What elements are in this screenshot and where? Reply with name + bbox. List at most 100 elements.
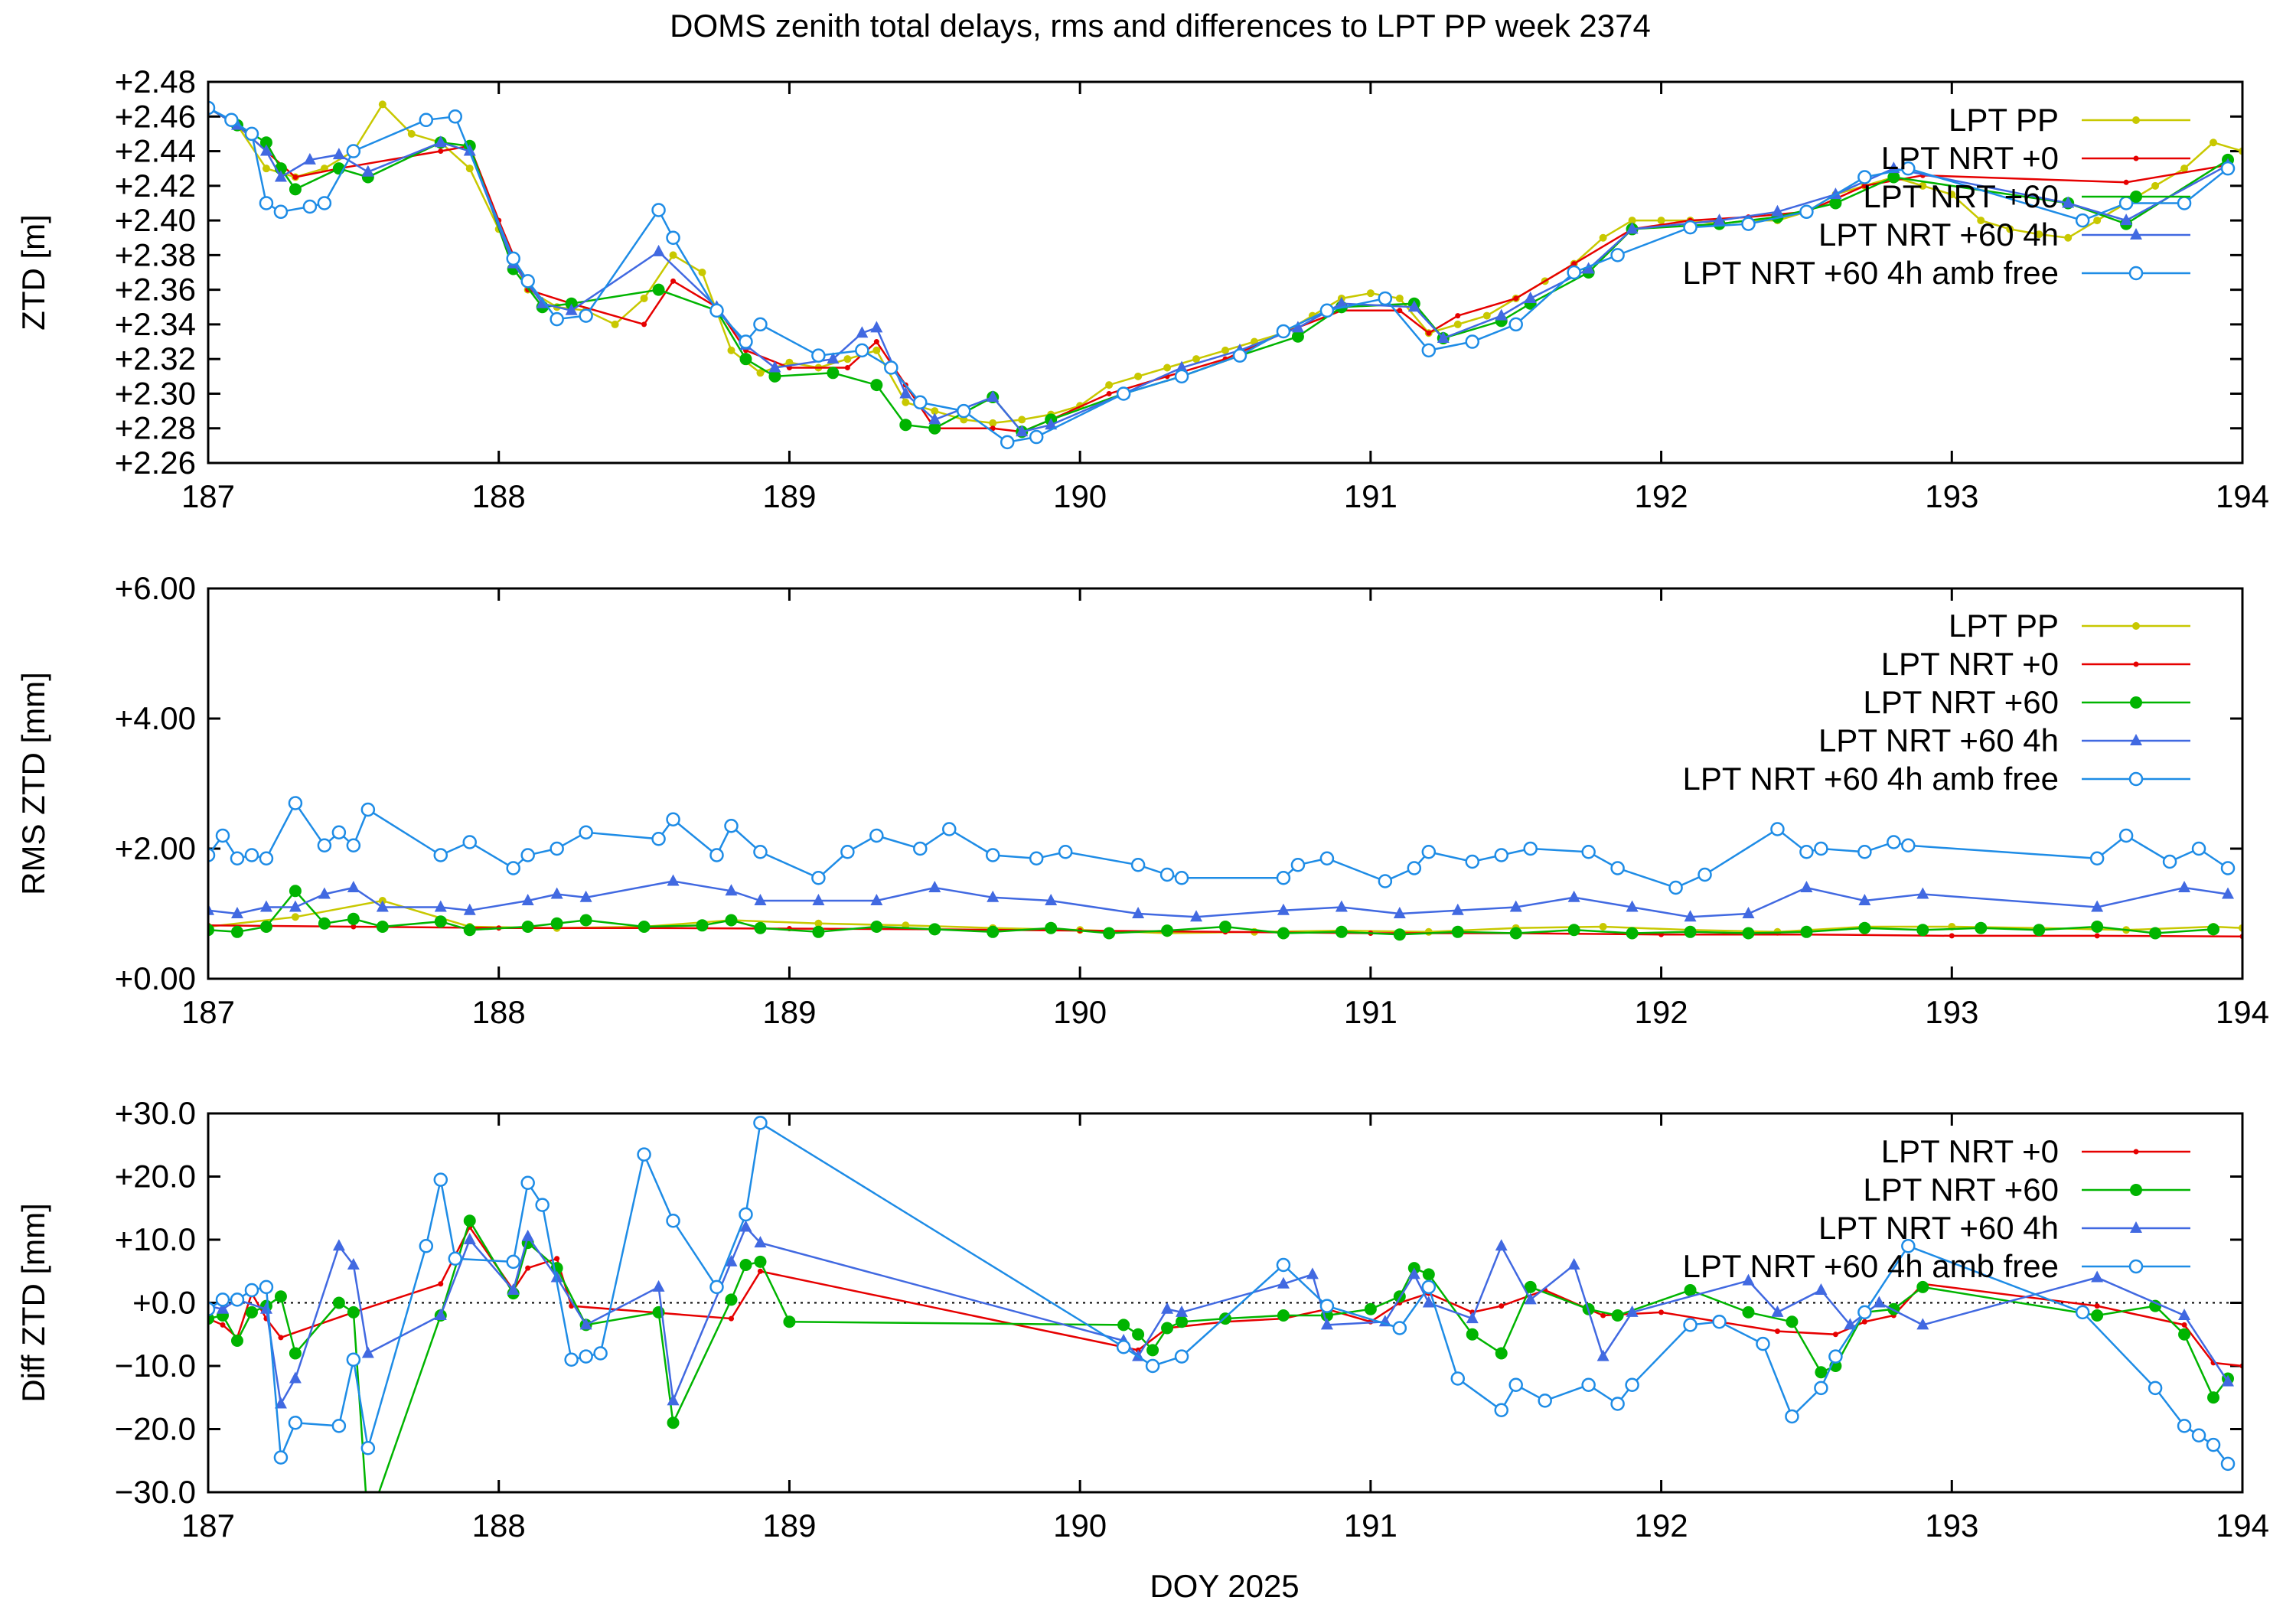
point-lpt-nrt-60-4h-amb-free <box>433 848 448 862</box>
point-lpt-nrt-60-4h-amb-free <box>1610 1397 1625 1411</box>
point-lpt-pp <box>1599 923 1607 931</box>
point-lpt-nrt-0 <box>873 339 879 345</box>
point-lpt-pp <box>407 129 416 138</box>
point-lpt-nrt-60-4h-amb-free <box>1319 1299 1335 1313</box>
legend-marker <box>2128 266 2144 281</box>
point-lpt-nrt-60-4h <box>1045 418 1058 430</box>
series-line-lpt-nrt-60-4h-amb-free <box>208 801 2229 889</box>
point-lpt-nrt-60-4h-amb-free <box>506 1254 520 1270</box>
point-lpt-nrt-60-4h-amb-free <box>739 334 753 349</box>
point-lpt-nrt-0 <box>1658 1309 1665 1315</box>
point-lpt-nrt-0 <box>757 1268 763 1274</box>
point-lpt-nrt-60-4h-amb-free <box>2220 1456 2236 1472</box>
point-lpt-nrt-60-4h <box>928 881 941 892</box>
plot-frame <box>207 587 2244 980</box>
point-lpt-nrt-60-4h-amb-free <box>215 1292 230 1307</box>
y-tick-label: +2.26 <box>115 445 196 481</box>
point-lpt-nrt-60-4h-amb-free <box>433 1172 448 1187</box>
point-lpt-pp <box>2006 225 2014 233</box>
point-lpt-nrt-60-4h <box>507 1283 520 1295</box>
point-lpt-nrt-60-4h-amb-free <box>579 308 593 323</box>
point-lpt-nrt-60-4h-amb-free <box>579 1349 593 1364</box>
point-lpt-nrt-60-4h-amb-free <box>666 812 680 826</box>
point-lpt-nrt-60 <box>1815 1366 1828 1379</box>
legend-marker <box>2130 191 2142 203</box>
point-lpt-nrt-60-4h <box>434 1309 447 1320</box>
point-lpt-nrt-60-4h <box>1306 1267 1319 1279</box>
point-lpt-nrt-60-4h <box>667 1393 680 1406</box>
point-lpt-nrt-60-4h-amb-free <box>666 230 680 245</box>
point-lpt-nrt-60-4h <box>1407 300 1420 312</box>
point-lpt-nrt-60 <box>1524 1280 1537 1293</box>
point-lpt-nrt-60 <box>2149 927 2162 940</box>
series-line-lpt-nrt-60-4h <box>208 880 2229 918</box>
point-lpt-nrt-60-4h-amb-free <box>259 851 274 865</box>
point-lpt-nrt-60-4h-amb-free <box>288 1416 303 1430</box>
y-tick-label: +2.30 <box>115 375 196 411</box>
point-lpt-nrt-60-4h <box>259 900 272 912</box>
legend-marker <box>2130 734 2142 745</box>
point-lpt-nrt-60 <box>1161 1322 1174 1335</box>
point-lpt-nrt-60-4h-amb-free <box>1000 435 1015 450</box>
point-lpt-pp <box>1134 372 1143 380</box>
point-lpt-nrt-60-4h-amb-free <box>1857 170 1872 184</box>
x-tick-label: 194 <box>2216 478 2269 514</box>
y-tick-label: +0.00 <box>115 960 196 996</box>
point-lpt-nrt-60-4h <box>768 360 781 373</box>
legend-marker <box>2133 1149 2139 1155</box>
point-lpt-nrt-60-4h-amb-free <box>811 871 826 885</box>
point-lpt-nrt-60-4h <box>1626 1305 1639 1317</box>
point-lpt-nrt-60 <box>550 917 563 930</box>
point-lpt-pp <box>1657 217 1665 225</box>
point-lpt-nrt-60 <box>739 353 752 366</box>
point-lpt-nrt-60-4h <box>1684 910 1697 922</box>
legend-marker <box>2128 771 2144 787</box>
point-lpt-nrt-60-4h-amb-free <box>1698 867 1712 882</box>
point-lpt-pp <box>1599 233 1607 242</box>
x-tick-label: 194 <box>2216 994 2269 1030</box>
point-lpt-pp <box>2035 230 2043 239</box>
point-lpt-nrt-60-4h-amb-free <box>1857 845 1872 859</box>
y-tick-label: +4.00 <box>115 700 196 736</box>
point-lpt-nrt-60-4h-amb-free <box>302 199 318 214</box>
point-lpt-nrt-60-4h <box>725 884 738 896</box>
point-lpt-nrt-60-4h <box>1161 1302 1174 1314</box>
point-lpt-nrt-60 <box>289 183 302 196</box>
point-lpt-nrt-60-4h <box>1815 1283 1828 1295</box>
point-lpt-pp <box>727 346 735 354</box>
point-lpt-nrt-60-4h-amb-free <box>1319 303 1335 318</box>
point-lpt-nrt-60-4h <box>565 303 578 315</box>
point-lpt-nrt-60-4h <box>208 903 214 915</box>
point-lpt-nrt-60-4h-amb-free <box>506 861 520 875</box>
x-tick-label: 193 <box>1925 478 1978 514</box>
point-lpt-nrt-60-4h <box>1567 890 1580 902</box>
point-lpt-pp <box>1948 191 1956 199</box>
point-lpt-nrt-60 <box>1335 925 1348 938</box>
x-tick-label: 188 <box>472 1508 526 1543</box>
point-lpt-nrt-60-4h-amb-free <box>2177 196 2192 210</box>
point-lpt-nrt-60-4h <box>289 1371 302 1384</box>
point-lpt-nrt-60 <box>783 1315 796 1328</box>
x-tick-label: 192 <box>1635 994 1688 1030</box>
point-lpt-nrt-60-4h-amb-free <box>1174 1349 1189 1364</box>
point-lpt-nrt-60 <box>579 914 592 927</box>
point-lpt-nrt-60-4h-amb-free <box>651 832 666 846</box>
point-lpt-nrt-60-4h-amb-free <box>709 848 724 862</box>
point-lpt-nrt-60-4h <box>1335 900 1348 912</box>
point-lpt-nrt-0 <box>351 924 357 930</box>
point-lpt-nrt-0 <box>1949 933 1955 939</box>
point-lpt-nrt-60-4h <box>274 170 287 182</box>
point-lpt-nrt-60-4h <box>812 894 825 905</box>
point-lpt-nrt-60-4h <box>332 1239 345 1251</box>
point-lpt-nrt-60-4h <box>1771 1305 1784 1317</box>
point-lpt-nrt-60-4h-amb-free <box>208 100 216 116</box>
y-tick-label: +2.44 <box>115 133 196 169</box>
point-lpt-nrt-60-4h <box>1596 1349 1609 1361</box>
point-lpt-nrt-0 <box>1861 1319 1867 1325</box>
x-tick-label: 190 <box>1053 994 1107 1030</box>
point-lpt-nrt-60-4h-amb-free <box>1625 1377 1639 1392</box>
point-lpt-nrt-0 <box>292 174 298 180</box>
x-tick-label: 191 <box>1344 478 1397 514</box>
